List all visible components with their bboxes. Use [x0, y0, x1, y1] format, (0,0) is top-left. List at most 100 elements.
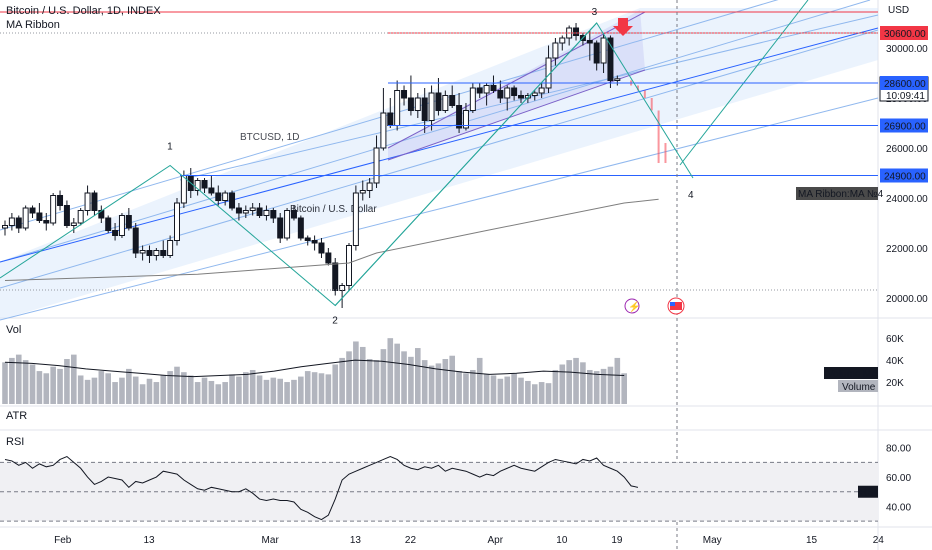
candle-body — [380, 112, 387, 149]
volume-bar — [304, 371, 311, 404]
candle-body — [297, 217, 304, 239]
candle-body — [442, 95, 449, 111]
volume-bar — [387, 338, 394, 404]
rsi-tick: 60.00 — [886, 473, 911, 484]
candle-body — [256, 207, 263, 216]
volume-pane-title[interactable]: Vol — [6, 324, 22, 336]
volume-bar — [325, 374, 332, 404]
currency-label[interactable]: USD — [888, 5, 910, 16]
rsi-band — [0, 462, 878, 522]
volume-bar — [277, 378, 283, 404]
volume-bar — [50, 366, 56, 404]
candle-body — [139, 250, 146, 254]
rsi-pane-title[interactable]: RSI — [6, 436, 25, 448]
flash-icon-glyph: ⚡ — [628, 300, 640, 313]
candle-body — [77, 210, 84, 224]
ma-ribbon-label: MA Ribbon:MA №4 — [798, 189, 884, 200]
candle-body — [325, 252, 332, 264]
rsi-badge: RSI — [860, 488, 877, 499]
badge-28600-bg — [880, 76, 928, 90]
countdown-label: 10:09:41 — [886, 91, 925, 102]
volume-bar — [84, 379, 91, 404]
volume-bar — [112, 382, 118, 404]
flash-event-icon — [624, 298, 640, 314]
volume-bar — [215, 384, 222, 404]
volume-bar — [243, 372, 249, 404]
volume-bar — [105, 373, 111, 404]
volume-bar — [29, 364, 36, 404]
median-line — [0, 27, 879, 263]
candle-body — [531, 92, 538, 96]
candle-body — [476, 87, 483, 94]
volume-bar — [483, 374, 490, 404]
indicator-name[interactable]: MA Ribbon — [6, 19, 60, 31]
badge-26900: 26900.00 — [884, 122, 926, 133]
volume-bar — [77, 375, 84, 404]
volume-bar — [284, 382, 290, 404]
volume-bar — [91, 377, 98, 404]
candle-body — [118, 215, 125, 236]
candle-body — [456, 105, 463, 129]
time-tick-19: 19 — [611, 535, 623, 546]
volume-bar — [153, 382, 160, 404]
candle-body — [497, 90, 504, 99]
candle-body — [511, 87, 518, 96]
symbol-title[interactable]: Bitcoin / U.S. Dollar, 1D, INDEX — [6, 5, 161, 17]
atr-pane-title[interactable]: ATR — [6, 410, 28, 422]
volume-bar — [401, 351, 407, 404]
candle-body — [311, 240, 318, 244]
us-flag-stripes — [670, 302, 682, 310]
volume-bar — [353, 341, 359, 404]
volume-bar — [346, 351, 352, 404]
volume-ma-badge: Volume MA — [827, 369, 878, 380]
volume-bar — [181, 372, 187, 404]
volume-bar — [593, 371, 600, 404]
volume-bar — [490, 375, 497, 404]
volume-bar — [132, 376, 139, 404]
candle-body — [407, 97, 414, 111]
volume-pane — [2, 338, 627, 404]
volume-bar — [339, 357, 345, 404]
badge-24900-bg — [880, 168, 928, 183]
labels: 1234⚡30600.0028766.4110:09:4128600.00269… — [167, 7, 929, 499]
candle-body — [36, 212, 43, 221]
time-tick-22: 22 — [405, 535, 417, 546]
candle-body — [180, 175, 187, 204]
time-tick-15: 15 — [806, 535, 818, 546]
candle-body — [504, 87, 511, 99]
ma-label-bg — [796, 187, 878, 200]
time-tick-Apr: Apr — [487, 535, 503, 546]
volume-bar — [236, 376, 242, 404]
candle-body — [586, 40, 593, 44]
candle-body — [332, 262, 339, 291]
channel-line — [0, 97, 879, 321]
volume-bar — [22, 360, 29, 404]
candle-body — [208, 187, 215, 194]
volume-bar — [531, 384, 538, 404]
volume-bar — [160, 375, 167, 404]
candle-body — [518, 95, 524, 99]
volume-badge: Volume — [842, 382, 876, 393]
volume-bar — [15, 354, 22, 404]
volume-bar — [504, 376, 511, 404]
badge-26900-bg — [880, 118, 928, 133]
candle-body — [414, 97, 421, 111]
wave-label-1: 1 — [167, 142, 173, 153]
rsi-tick: 40.00 — [886, 502, 911, 513]
watermark: BTCUSD, 1D Bitcoin / U.S. Dollar — [240, 132, 377, 215]
candle-body — [174, 202, 180, 241]
candle-body — [43, 220, 50, 224]
candle-body — [242, 210, 249, 214]
volume-bar — [470, 369, 476, 404]
volume-bar — [449, 355, 455, 404]
candle-body — [573, 27, 580, 36]
volume-bar — [359, 346, 366, 404]
candle-body — [387, 112, 394, 126]
candle-body — [538, 87, 545, 94]
time-tick-May: May — [703, 535, 722, 546]
time-tick-24: 24 — [873, 535, 885, 546]
candle-body — [469, 87, 476, 111]
rsi-badge-bg — [858, 485, 878, 498]
candle-body — [50, 195, 57, 224]
time-tick-13: 13 — [350, 535, 362, 546]
